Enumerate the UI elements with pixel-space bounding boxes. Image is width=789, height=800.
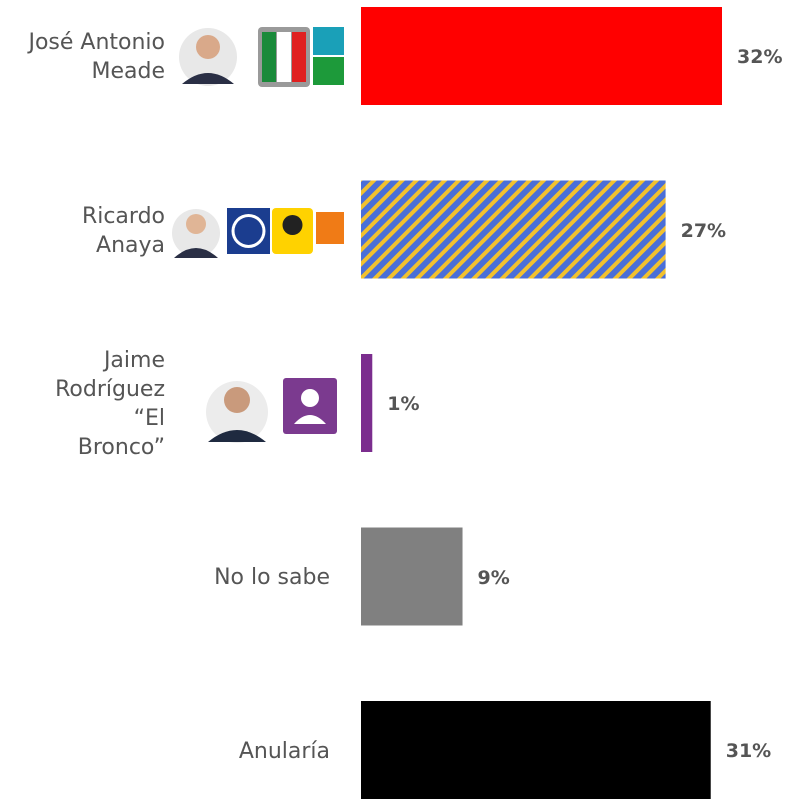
value-label: 1%: [387, 393, 420, 415]
bar: [361, 354, 373, 452]
value-label: 31%: [725, 740, 772, 762]
candidate-logos: [172, 208, 344, 258]
bar: [361, 527, 463, 626]
candidate-logos: [206, 378, 337, 443]
category-label: Ricardo Anaya: [81, 203, 165, 258]
bar: [361, 701, 711, 799]
value-label: 27%: [680, 219, 727, 242]
bar: [361, 180, 666, 279]
bar: [361, 7, 722, 105]
category-label: Anularía: [238, 738, 330, 764]
candidate-logos: [179, 27, 344, 87]
value-label: 9%: [477, 566, 510, 589]
category-label: No lo sabe: [214, 565, 330, 590]
value-label: 32%: [737, 46, 783, 68]
category-label: José Antonio Meade: [28, 30, 165, 84]
category-label: Jaime Rodríguez “El Bronco”: [55, 348, 165, 460]
